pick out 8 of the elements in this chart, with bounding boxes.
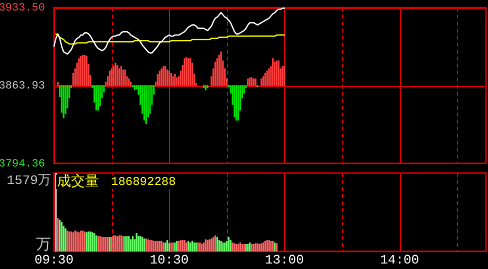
annotation: 186892288 bbox=[111, 175, 176, 190]
x-tick-label: 10:30 bbox=[150, 252, 189, 268]
x-tick-label: 09:30 bbox=[34, 252, 74, 268]
x-tick-label: 13:00 bbox=[264, 252, 304, 268]
annotation: 成交量 bbox=[57, 174, 99, 190]
y-axis-title: 万 bbox=[36, 234, 51, 253]
x-tick-label: 14:00 bbox=[380, 252, 420, 268]
text: 1579万 bbox=[6, 172, 51, 188]
